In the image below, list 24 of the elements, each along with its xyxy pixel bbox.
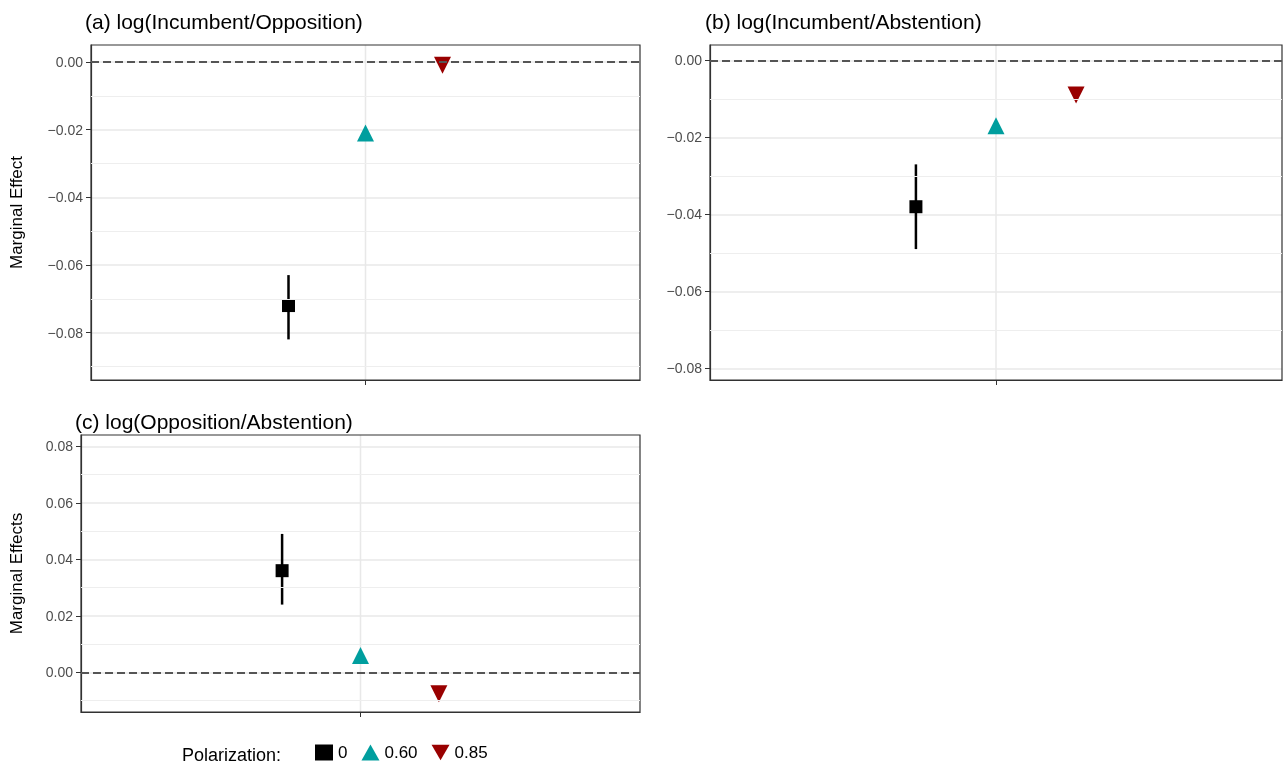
y-tick-label: −0.08 (47, 324, 84, 341)
y-tick-label: 0.08 (45, 438, 74, 455)
y-tick-label: 0.00 (674, 52, 703, 69)
legend-label: 0.60 (384, 743, 418, 762)
y-tick-label: −0.06 (47, 256, 84, 273)
y-tick-label: 0.00 (55, 53, 84, 70)
y-tick-label: −0.04 (47, 189, 84, 206)
y-tick-label: −0.06 (666, 283, 703, 300)
y-tick-label: 0.04 (45, 551, 74, 568)
chart-title: (a) log(Incumbent/Opposition) (85, 10, 363, 33)
y-tick-label: −0.02 (47, 121, 84, 138)
legend-label: 0 (338, 743, 348, 762)
y-tick-label: −0.04 (666, 206, 703, 223)
legend-label: 0.85 (454, 743, 488, 762)
y-tick-label: −0.08 (666, 360, 703, 377)
y-tick-label: 0.06 (45, 494, 74, 511)
chart-title: (c) log(Opposition/Abstention) (75, 410, 353, 433)
y-axis-title: Marginal Effect (7, 155, 26, 270)
y-axis-title: Marginal Effects (7, 512, 26, 635)
y-tick-label: 0.00 (45, 664, 74, 681)
y-tick-label: 0.02 (45, 607, 74, 624)
chart-title: (b) log(Incumbent/Abstention) (705, 10, 982, 33)
y-tick-label: −0.02 (666, 129, 703, 146)
legend-title: Polarization: (182, 745, 282, 765)
